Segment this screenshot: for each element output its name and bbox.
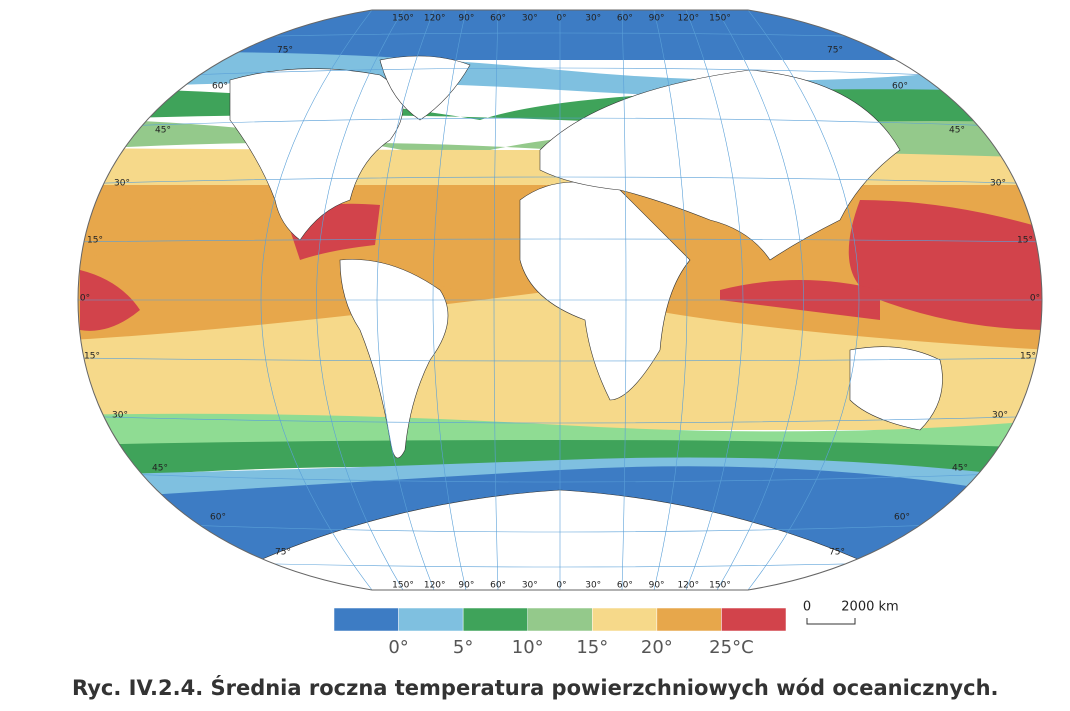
longitude-label: 120° bbox=[424, 581, 446, 591]
latitude-label: 30° bbox=[990, 179, 1006, 189]
latitude-label: 45° bbox=[949, 126, 965, 136]
legend-label: 10° bbox=[512, 637, 544, 658]
latitude-label: 0° bbox=[80, 294, 90, 304]
latitude-label: 75° bbox=[277, 46, 293, 56]
legend-swatch bbox=[721, 607, 787, 632]
scale-bar: 0 2000 km bbox=[803, 600, 899, 625]
latitude-label: 60° bbox=[894, 513, 910, 523]
latitude-label: 60° bbox=[212, 82, 228, 92]
legend-label: 25°C bbox=[709, 637, 753, 658]
map-frame bbox=[77, 9, 1043, 591]
legend-swatch bbox=[398, 607, 464, 632]
longitude-label: 90° bbox=[458, 14, 474, 24]
latitude-label: 45° bbox=[152, 464, 168, 474]
longitude-label: 150° bbox=[709, 581, 731, 591]
legend-label: 5° bbox=[453, 637, 473, 658]
latitude-label: 15° bbox=[1017, 236, 1033, 246]
longitude-label: 90° bbox=[649, 14, 665, 24]
latitude-label: 45° bbox=[155, 126, 171, 136]
ocean-temperature-map bbox=[78, 10, 1042, 590]
scale-length: 2000 km bbox=[841, 600, 898, 615]
longitude-label: 120° bbox=[677, 14, 699, 24]
map-labels: 150° 120° 90° 60° 30° 0° 30° 60° 90° 120° 150° 150°… bbox=[80, 14, 1040, 591]
legend-swatch bbox=[592, 607, 658, 632]
latitude-label: 0° bbox=[1030, 294, 1040, 304]
latitude-label: 60° bbox=[892, 82, 908, 92]
legend-swatch bbox=[656, 607, 722, 632]
latitude-label: 75° bbox=[829, 548, 845, 558]
latitude-label: 30° bbox=[112, 411, 128, 421]
longitude-label: 60° bbox=[617, 581, 633, 591]
longitude-label: 30° bbox=[585, 14, 601, 24]
legend-swatch bbox=[527, 607, 593, 632]
latitude-label: 15° bbox=[1020, 352, 1036, 362]
latitude-label: 15° bbox=[84, 352, 100, 362]
longitude-label: 60° bbox=[490, 581, 506, 591]
latitude-label: 45° bbox=[952, 464, 968, 474]
caption: Ryc. IV.2.4. Średnia roczna temperatura … bbox=[72, 675, 999, 700]
longitude-label: 90° bbox=[649, 581, 665, 591]
longitude-label: 30° bbox=[522, 581, 538, 591]
legend-label: 15° bbox=[576, 637, 608, 658]
longitude-label: 120° bbox=[424, 14, 446, 24]
legend-label: 20° bbox=[641, 637, 673, 658]
longitude-label: 0° bbox=[556, 14, 566, 24]
scale-line bbox=[806, 618, 856, 625]
longitude-label: 150° bbox=[709, 14, 731, 24]
longitude-label: 30° bbox=[585, 581, 601, 591]
legend-swatch bbox=[333, 607, 399, 632]
longitude-label: 60° bbox=[490, 14, 506, 24]
latitude-label: 75° bbox=[275, 548, 291, 558]
longitude-label: 90° bbox=[458, 581, 474, 591]
latitude-label: 15° bbox=[87, 236, 103, 246]
latitude-label: 60° bbox=[210, 513, 226, 523]
legend-label: 0° bbox=[388, 637, 408, 658]
longitude-label: 120° bbox=[677, 581, 699, 591]
longitude-label: 0° bbox=[556, 581, 566, 591]
latitude-label: 75° bbox=[827, 46, 843, 56]
longitude-label: 60° bbox=[617, 14, 633, 24]
legend: 0° 5° 10° 15° 20° 25°C bbox=[333, 607, 787, 658]
legend-swatch bbox=[462, 607, 528, 632]
longitude-label: 150° bbox=[392, 581, 414, 591]
scale-zero: 0 bbox=[803, 600, 811, 615]
latitude-label: 30° bbox=[992, 411, 1008, 421]
longitude-label: 30° bbox=[522, 14, 538, 24]
latitude-label: 30° bbox=[114, 179, 130, 189]
longitude-label: 150° bbox=[392, 14, 414, 24]
